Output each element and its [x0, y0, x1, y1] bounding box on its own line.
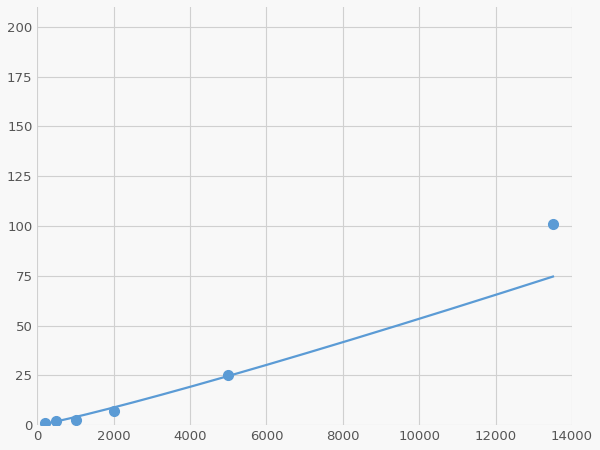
Point [52, 418, 61, 425]
Point [223, 372, 233, 379]
Point [40, 419, 50, 427]
Point [109, 408, 118, 415]
Point [548, 220, 558, 228]
Point [71, 417, 80, 424]
